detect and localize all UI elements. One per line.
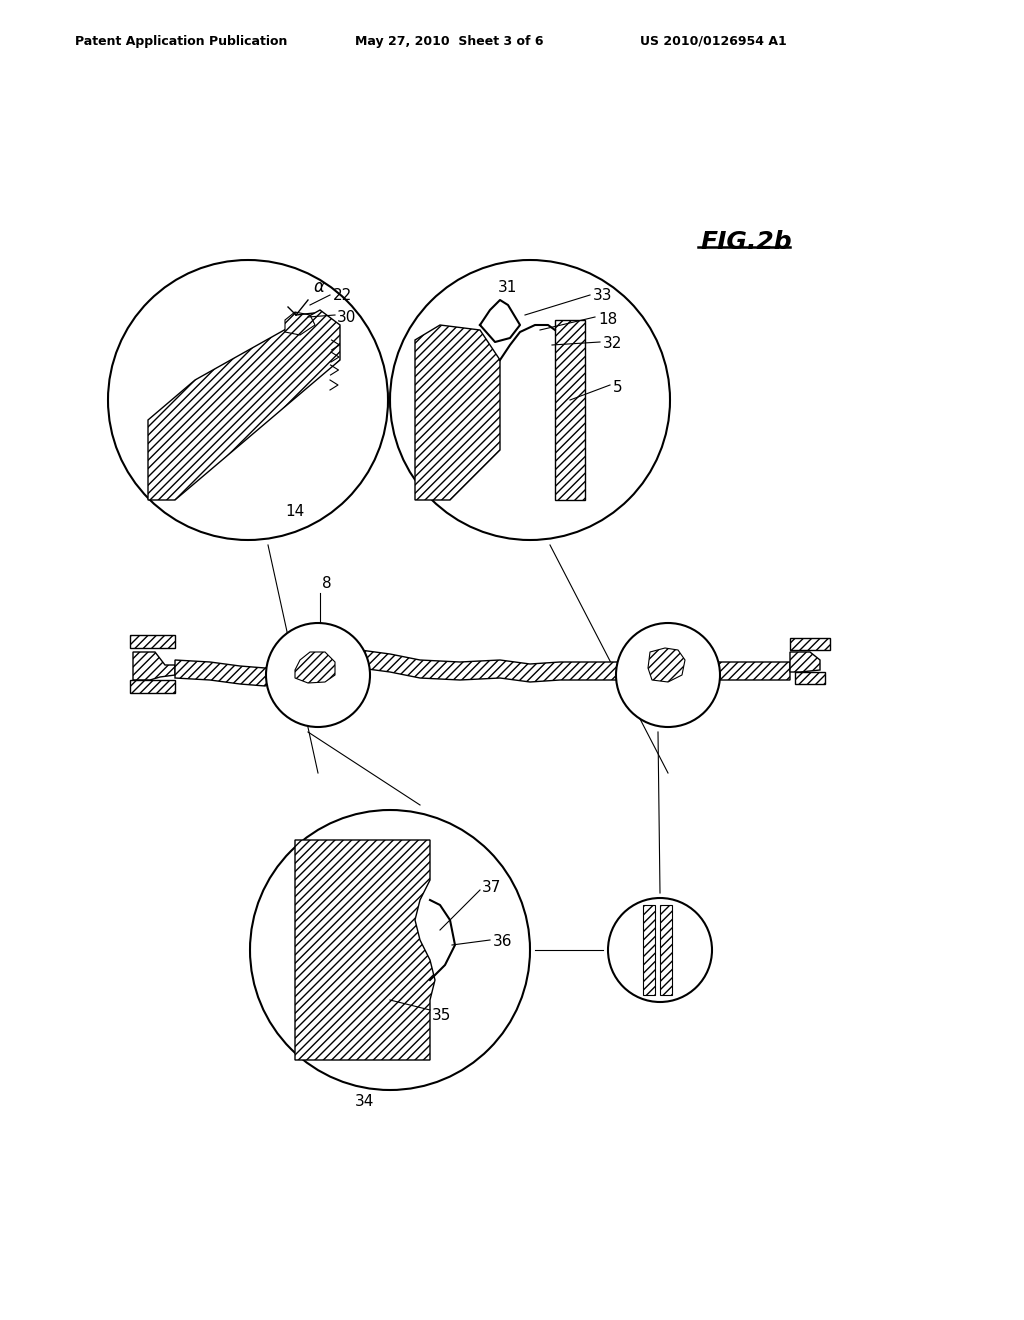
Text: 37: 37 (482, 880, 502, 895)
Circle shape (266, 623, 370, 727)
Polygon shape (148, 310, 340, 500)
Polygon shape (415, 325, 500, 500)
Text: US 2010/0126954 A1: US 2010/0126954 A1 (640, 36, 786, 48)
Polygon shape (648, 648, 685, 682)
Text: 33: 33 (593, 288, 612, 302)
Circle shape (390, 260, 670, 540)
Text: 31: 31 (498, 280, 517, 294)
Circle shape (108, 260, 388, 540)
Polygon shape (130, 680, 175, 693)
Polygon shape (175, 648, 790, 686)
Circle shape (608, 898, 712, 1002)
Text: FIG.2b: FIG.2b (700, 230, 792, 253)
Text: 5: 5 (613, 380, 623, 395)
Polygon shape (790, 638, 830, 649)
Text: 8: 8 (322, 576, 332, 591)
Text: 35: 35 (432, 1007, 452, 1023)
Polygon shape (660, 906, 672, 995)
Polygon shape (285, 312, 315, 335)
Text: $\alpha$: $\alpha$ (313, 279, 326, 296)
Polygon shape (295, 840, 435, 1060)
Polygon shape (643, 906, 655, 995)
Circle shape (616, 623, 720, 727)
Text: Patent Application Publication: Patent Application Publication (75, 36, 288, 48)
Text: 14: 14 (285, 504, 304, 520)
Polygon shape (295, 652, 335, 682)
Text: 36: 36 (493, 935, 512, 949)
Text: May 27, 2010  Sheet 3 of 6: May 27, 2010 Sheet 3 of 6 (355, 36, 544, 48)
Text: 18: 18 (598, 313, 617, 327)
Polygon shape (130, 635, 175, 648)
Polygon shape (790, 652, 820, 672)
Text: 34: 34 (355, 1094, 375, 1110)
Text: 30: 30 (337, 309, 356, 325)
Text: 22: 22 (333, 288, 352, 302)
Text: 32: 32 (603, 337, 623, 351)
Circle shape (250, 810, 530, 1090)
Polygon shape (133, 652, 175, 680)
Polygon shape (795, 672, 825, 684)
Polygon shape (555, 319, 585, 500)
